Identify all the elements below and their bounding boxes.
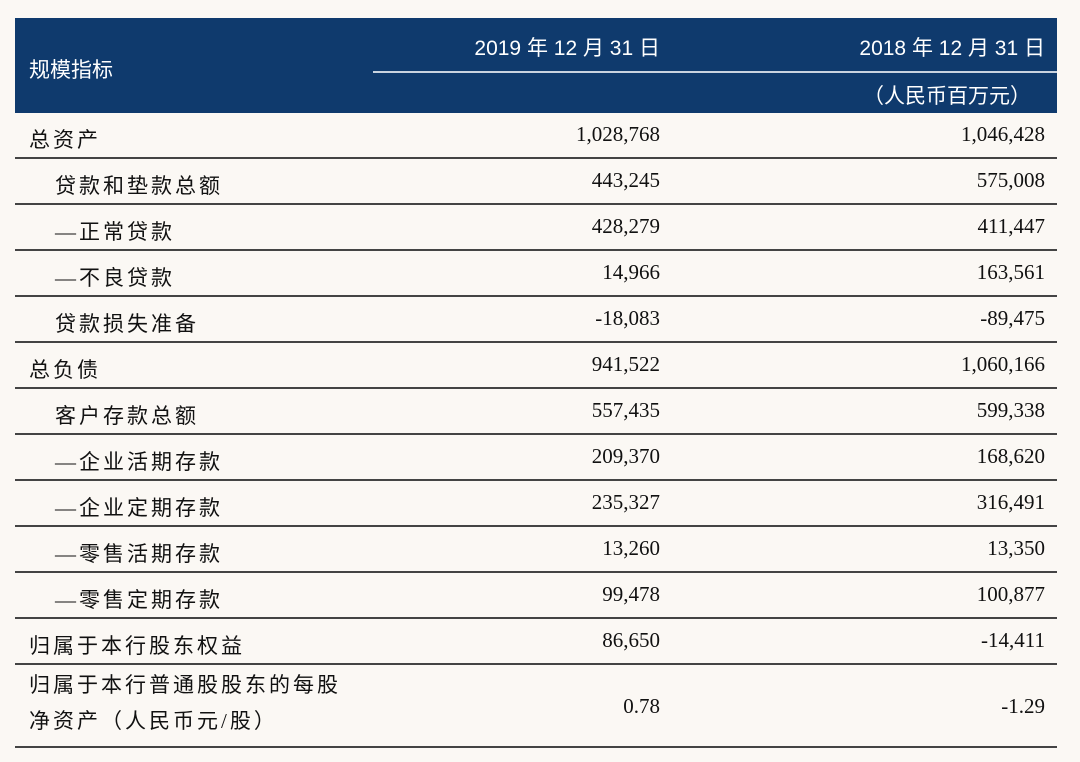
cell-value: -89,475 [980,306,1045,330]
table-row: —企业定期存款 235,327 316,491 [15,481,1057,527]
column-header: 2019 年 12 月 31 日 [474,37,660,60]
cell-value: 443,245 [591,168,660,192]
cell-value: 557,435 [591,398,660,422]
cell-value: 99,478 [602,582,660,606]
cell-value: 209,370 [591,444,660,468]
cell-value: 599,338 [976,398,1045,422]
row-label: —企业活期存款 [55,450,223,474]
cell-value: 163,561 [976,260,1045,284]
row-label-line: 净资产（人民币元/股） [29,709,278,733]
table-row: 总负债 941,522 1,060,166 [15,343,1057,389]
row-label: 归属于本行普通股股东的每股 净资产（人民币元/股） [29,667,341,739]
cell-value: 1,028,768 [576,122,660,146]
table-row: 贷款损失准备 -18,083 -89,475 [15,297,1057,343]
cell-value: 168,620 [976,444,1045,468]
cell-value: 235,327 [591,490,660,514]
cell-value: 100,877 [976,582,1045,606]
cell-value: -1.29 [1001,694,1045,718]
row-label: —零售定期存款 [55,588,223,612]
row-label: 贷款和垫款总额 [55,174,223,198]
cell-value: 1,060,166 [961,352,1045,376]
unit-label: （人民币百万元） [863,85,1031,108]
row-label: —不良贷款 [55,266,175,290]
table-row: 归属于本行股东权益 86,650 -14,411 [15,619,1057,665]
column-header: 2018 年 12 月 31 日 [859,37,1045,60]
table-row: 归属于本行普通股股东的每股 净资产（人民币元/股） 0.78 -1.29 [15,665,1057,748]
table-row: 总资产 1,028,768 1,046,428 [15,113,1057,159]
cell-value: 14,966 [602,260,660,284]
cell-value: -18,083 [595,306,660,330]
row-label: —正常贷款 [55,220,175,244]
cell-value: 575,008 [976,168,1045,192]
cell-value: 13,350 [987,536,1045,560]
cell-value: 1,046,428 [961,122,1045,146]
table-row: —不良贷款 14,966 163,561 [15,251,1057,297]
table-row: —企业活期存款 209,370 168,620 [15,435,1057,481]
table: 规模指标 2019 年 12 月 31 日 2018 年 12 月 31 日 （… [15,18,1057,748]
header-title: 规模指标 [29,59,113,82]
table-row: 贷款和垫款总额 443,245 575,008 [15,159,1057,205]
row-label-line: 归属于本行普通股股东的每股 [29,673,341,697]
row-label: 总资产 [29,128,101,152]
table-header: 规模指标 2019 年 12 月 31 日 2018 年 12 月 31 日 （… [15,18,1057,113]
row-label: —企业定期存款 [55,496,223,520]
table-row: —零售活期存款 13,260 13,350 [15,527,1057,573]
cell-value: 0.78 [623,694,660,718]
table-row: —正常贷款 428,279 411,447 [15,205,1057,251]
table-row: 客户存款总额 557,435 599,338 [15,389,1057,435]
cell-value: 428,279 [591,214,660,238]
row-label: 归属于本行股东权益 [29,634,245,658]
row-label: —零售活期存款 [55,542,223,566]
cell-value: 316,491 [976,490,1045,514]
cell-value: -14,411 [981,628,1045,652]
cell-value: 86,650 [602,628,660,652]
table-body: 总资产 1,028,768 1,046,428 贷款和垫款总额 443,245 575,0… [15,113,1057,748]
cell-value: 411,447 [977,214,1045,238]
row-label: 客户存款总额 [55,404,199,428]
header-rule [373,71,1057,73]
row-label: 总负债 [29,358,101,382]
cell-value: 941,522 [591,352,660,376]
cell-value: 13,260 [602,536,660,560]
table-row: —零售定期存款 99,478 100,877 [15,573,1057,619]
row-label: 贷款损失准备 [55,312,199,336]
